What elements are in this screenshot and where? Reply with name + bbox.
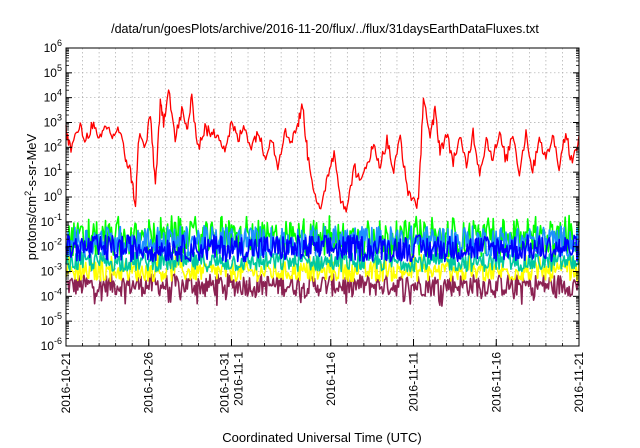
x-tick-label: 2016-10-21 — [59, 352, 73, 414]
y-tick-label: 104 — [44, 88, 62, 105]
x-tick-label: 2016-11-6 — [324, 352, 338, 406]
y-tick-label: 10-6 — [41, 336, 62, 353]
x-tick-label: 2016-11-11 — [407, 352, 421, 412]
y-axis-label-prefix: protons/cm — [24, 196, 39, 260]
y-tick-label: 101 — [44, 162, 62, 179]
y-tick-label: 105 — [44, 63, 62, 80]
y-tick-label: 100 — [44, 187, 62, 204]
y-tick-label: 10-4 — [41, 286, 62, 303]
x-axis-label: Coordinated Universal Time (UTC) — [222, 430, 421, 445]
y-tick-label: 106 — [44, 38, 62, 55]
y-tick-label: 102 — [44, 137, 62, 154]
x-tick-label: 2016-11-1 — [231, 352, 245, 406]
y-tick-label: 10-2 — [41, 237, 62, 254]
x-tick-label: 2016-11-16 — [489, 352, 503, 413]
y-tick-label: 10-3 — [41, 262, 62, 279]
y-axis-ticks: 10-6 10-5 10-4 10-3 10-2 10-1 100 101 102 103 104 1… — [41, 38, 579, 353]
x-tick-label: 2016-11-21 — [572, 352, 586, 413]
y-axis-label-suffix: -s-sr-MeV — [24, 133, 39, 190]
series-line-0 — [65, 273, 580, 307]
chart-title: /data/run/goesPlots/archive/2016-11-20/f… — [111, 22, 539, 36]
y-axis-label-superscript: 2 — [23, 191, 33, 196]
series-line-1 — [65, 253, 580, 283]
x-tick-label: 2016-10-31 — [217, 352, 231, 414]
y-tick-label: 10-1 — [41, 212, 62, 229]
x-axis-ticks: 2016-10-21 2016-10-26 2016-10-31 2016-11-1 2… — [59, 339, 586, 413]
series-line-5 — [65, 234, 580, 263]
x-tick-label: 2016-10-26 — [142, 352, 156, 414]
grid-lines — [66, 48, 579, 346]
y-tick-label: 103 — [44, 113, 62, 130]
y-axis-label: protons/cm2-s-sr-MeV — [23, 133, 39, 260]
y-tick-label: 10-5 — [41, 311, 62, 328]
series-line-6 — [65, 89, 580, 213]
series-layer — [65, 89, 580, 307]
